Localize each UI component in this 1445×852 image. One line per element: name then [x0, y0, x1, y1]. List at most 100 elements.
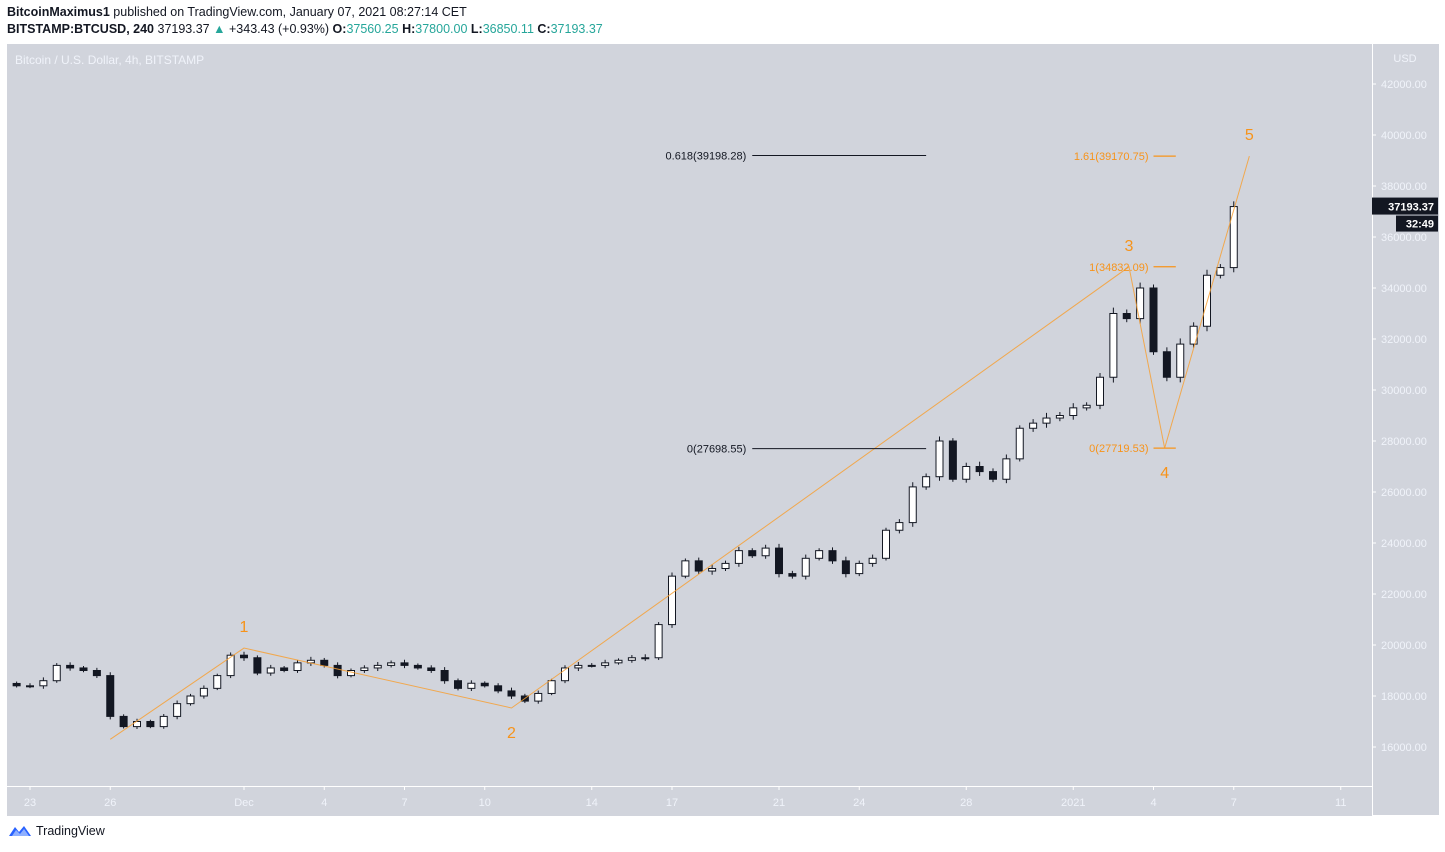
price-tick-label: 16000.00 [1381, 742, 1427, 754]
author-name[interactable]: BitcoinMaximus1 [7, 5, 110, 19]
candle [841, 556, 850, 578]
price-axis[interactable] [1372, 44, 1439, 815]
candle-body [601, 662, 610, 666]
price-tick-label: 34000.00 [1381, 283, 1427, 295]
candle-body [694, 560, 703, 572]
price-tick-label: 18000.00 [1381, 691, 1427, 703]
candle [895, 519, 904, 534]
candle [1069, 403, 1078, 420]
candle-body [627, 657, 636, 661]
candle [52, 663, 61, 683]
price-tick-label: 24000.00 [1381, 538, 1427, 550]
candle [226, 652, 235, 679]
candle [253, 655, 262, 676]
candle-body [587, 664, 596, 667]
wave-label-1: 1 [240, 619, 249, 636]
candle-body [92, 670, 101, 677]
candle [39, 677, 48, 689]
candle-body [534, 692, 543, 702]
candle-body [841, 560, 850, 575]
candle [1136, 282, 1145, 324]
candle [922, 473, 931, 490]
candle [975, 461, 984, 476]
candle [480, 681, 489, 688]
candle [293, 660, 302, 673]
candle-body [748, 550, 757, 557]
price-tick-label: 32000.00 [1381, 334, 1427, 346]
high-value: 37800.00 [415, 22, 468, 36]
fib-level-label: 0(27698.55) [687, 444, 746, 456]
time-tick-label: 21 [773, 797, 785, 809]
candle-body [199, 687, 208, 697]
candle [413, 663, 422, 670]
candle [173, 700, 182, 720]
candle [12, 681, 21, 688]
elliott-wave-line [109, 156, 1250, 740]
wave-label-4: 4 [1160, 465, 1169, 482]
price-tick-label: 40000.00 [1381, 130, 1427, 142]
countdown-label: 32:49 [1406, 219, 1434, 231]
candle-body [52, 664, 61, 682]
wave-label-3: 3 [1125, 238, 1134, 255]
candle-body [1122, 313, 1131, 320]
candle-body [1109, 313, 1118, 378]
candle [694, 557, 703, 574]
candle [587, 663, 596, 668]
time-tick-label: Dec [234, 797, 254, 809]
price-tick-label: 42000.00 [1381, 79, 1427, 91]
candle-body [480, 682, 489, 687]
up-triangle-icon: ▲ [213, 22, 226, 36]
candle-body [1229, 206, 1238, 269]
candle-body [868, 557, 877, 564]
time-tick-label: 28 [960, 797, 972, 809]
time-tick-label: 14 [586, 797, 598, 809]
close-value: 37193.37 [550, 22, 603, 36]
candle [1042, 412, 1051, 428]
candle-body [106, 675, 115, 717]
footer-brand[interactable]: TradingView [8, 824, 105, 838]
brand-name: TradingView [36, 824, 105, 838]
candle [788, 570, 797, 579]
candle [266, 664, 275, 676]
candle [79, 666, 88, 673]
candle [1002, 454, 1011, 484]
low-label: L: [470, 22, 483, 36]
candle-body [39, 680, 48, 687]
candle-body [895, 522, 904, 531]
candle-body [975, 466, 984, 473]
candle [601, 659, 610, 669]
candle [1055, 411, 1064, 422]
candle [1015, 425, 1024, 462]
open-label: O: [332, 22, 347, 36]
candle [815, 548, 824, 561]
candle-body [400, 662, 409, 666]
wave-label-5: 5 [1245, 127, 1254, 144]
last-price-tag-label: 37193.37 [1388, 202, 1434, 214]
low-value: 36850.11 [482, 22, 534, 36]
candle-body [373, 664, 382, 669]
candle-body [935, 440, 944, 478]
candle-body [146, 721, 155, 728]
candle-body [79, 667, 88, 672]
candle-body [280, 667, 289, 672]
candle [1229, 201, 1238, 273]
candle-body [761, 547, 770, 557]
candle [146, 719, 155, 729]
time-tick-label: 7 [1231, 797, 1237, 809]
candle [668, 572, 676, 628]
candle [654, 622, 663, 661]
candle [801, 554, 810, 580]
publish-info: published on TradingView.com, January 07… [113, 5, 467, 19]
currency-label: USD [1393, 53, 1416, 65]
candle [828, 547, 837, 564]
candle-body [253, 657, 262, 674]
price-tick-label: 38000.00 [1381, 181, 1427, 193]
candle [373, 661, 382, 672]
candle [761, 544, 770, 559]
countdown-tag [1396, 215, 1438, 232]
candle-body [1149, 287, 1158, 353]
candle [440, 667, 449, 684]
candle-body [119, 715, 128, 728]
time-axis[interactable] [7, 786, 1372, 816]
